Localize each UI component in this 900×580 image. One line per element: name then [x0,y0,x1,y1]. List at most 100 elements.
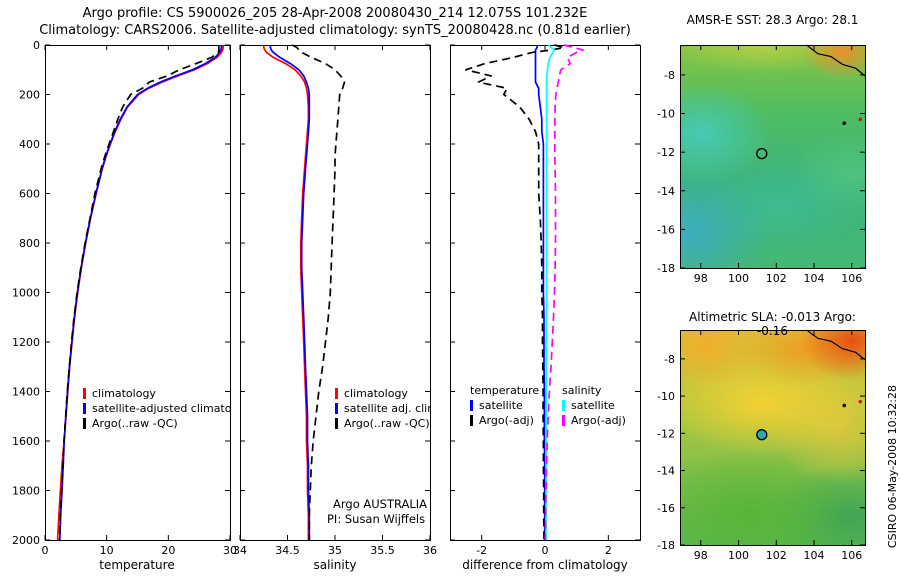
legend-line-marker [470,400,473,411]
sla-map-title: Altimetric SLA: -0.013 Argo: -0.16 [689,310,856,338]
salinity-axis-label: salinity [313,558,357,572]
legend-line-marker [335,388,338,399]
sla_map-ytick-label: -18 [657,539,675,552]
difference_profile-xtick-label: 0 [542,544,549,557]
salinity_profile-line-satellite-adj-clim- [269,45,311,540]
temperature_profile-ytick-label: 1600 [12,435,40,448]
sla_map-xtick-label: 98 [694,549,708,562]
sst_map-ytick-label: -12 [657,146,675,159]
difference_profile-line-salinity-satellite [545,44,556,540]
legend-difference-temperature: temperature satellite Argo(-adj) [470,383,539,428]
difference_profile-line-salinity-argo-adj- [544,44,584,541]
difference_profile-line-temperature-argo-adj- [464,44,565,541]
legend-difference-salinity: salinity satellite Argo(-adj) [562,383,626,428]
legend-item: Argo(-adj) [562,413,626,428]
difference_profile-xtick-label: 2 [605,544,612,557]
temperature_profile-box [45,45,231,541]
legend-label: satellite adj. clim. [344,402,430,415]
legend-item: satellite adj. clim. [335,401,430,416]
sst_map-ytick-label: -16 [657,223,675,236]
temperature_profile-ytick-label: 400 [19,138,40,151]
sla_map-ytick-label: -12 [657,427,675,440]
sst_map-xtick-label: 98 [694,272,708,285]
difference-axis-label: difference from climatology [462,558,628,572]
legend-label: climatology [344,387,408,400]
temperature_profile-ytick-label: 0 [33,39,40,52]
temperature_profile-xtick-label: 10 [100,544,114,557]
difference_profile-box [450,45,641,541]
figure-title-line2: Climatology: CARS2006. Satellite-adjuste… [39,23,631,38]
salinity_profile-xtick-label: 34 [233,544,247,557]
sst_map-xtick-label: 102 [766,272,787,285]
sla_map-xtick-label: 104 [804,549,825,562]
temperature_profile-line-climatology [56,45,225,541]
legend-line-marker [562,415,565,426]
sst-map-title: AMSR-E SST: 28.3 Argo: 28.1 [686,13,859,27]
legend-line-marker [335,403,338,414]
legend-label: satellite-adjusted climatology [92,402,230,415]
legend-item: climatology [83,386,230,401]
temperature_profile-ytick-label: 1400 [12,386,40,399]
sst_map-ytick-label: -8 [664,69,675,82]
salinity_profile-box [240,45,431,541]
legend-label: satellite [479,399,523,412]
temperature-axis-label: temperature [99,558,175,572]
legend-label: Argo(-adj) [571,414,626,427]
legend-salinity: climatology satellite adj. clim. Argo(..ra… [335,386,430,431]
temperature_profile-ytick-label: 600 [19,188,40,201]
legend-line-marker [83,388,86,399]
temperature_profile-ytick-label: 1200 [12,336,40,349]
legend-line-marker [83,403,86,414]
sla-map-field [680,330,865,545]
sla_map-xtick-label: 102 [766,549,787,562]
sla_map-xtick-label: 100 [728,549,749,562]
sst_map-ytick-label: -10 [657,108,675,121]
sst-map-field [680,45,865,268]
legend-header: salinity [562,384,602,397]
salinity_profile-xtick-label: 35 [328,544,342,557]
temperature_profile-xtick-label: 0 [42,544,49,557]
figure-title: Argo profile: CS 5900026_205 28-Apr-2008… [0,5,670,39]
legend-label: Argo(..raw -QC) [92,417,178,430]
salinity_profile-xtick-label: 35.5 [370,544,395,557]
sla_map-ytick-label: -8 [664,353,675,366]
legend-label: Argo(-adj) [479,414,534,427]
legend-label: climatology [92,387,156,400]
legend-label: Argo(..raw -QC) [344,417,430,430]
salinity_profile-xtick-label: 34.5 [275,544,300,557]
legend-item: satellite [470,398,539,413]
sst_map-ytick-label: -18 [657,262,675,275]
salinity_profile-line-climatology [262,45,310,540]
legend-label: satellite [571,399,615,412]
legend-line-marker [470,415,473,426]
sst_map-xtick-label: 106 [841,272,862,285]
difference_profile-line-temperature-satellite [534,45,546,540]
temperature_profile-ytick-label: 2000 [12,534,40,547]
difference_profile-xtick-label: -2 [476,544,487,557]
legend-item: Argo(..raw -QC) [335,416,430,431]
legend-item: Argo(..raw -QC) [83,416,230,431]
sst_map-ytick-label: -14 [657,185,675,198]
legend-line-marker [335,418,338,429]
legend-item: climatology [335,386,430,401]
temperature_profile-ytick-label: 200 [19,89,40,102]
salinity_profile-line-argo-raw-qc- [291,44,346,540]
figure-title-line1: Argo profile: CS 5900026_205 28-Apr-2008… [82,6,588,21]
sla_map-xtick-label: 106 [841,549,862,562]
legend-item: Argo(-adj) [470,413,539,428]
temperature_profile-line-argo-raw-qc- [58,44,220,541]
sst_map-xtick-label: 104 [804,272,825,285]
sla_map-ytick-label: -10 [657,390,675,403]
legend-line-marker [562,400,565,411]
sst_map-xtick-label: 100 [728,272,749,285]
legend-item: satellite-adjusted climatology [83,401,230,416]
annotation-pi: PI: Susan Wijffels [327,512,426,526]
legend-header: temperature [470,384,540,397]
temperature_profile-ytick-label: 800 [19,237,40,250]
legend-temperature: climatology satellite-adjusted climatolog… [83,386,230,431]
sla_map-ytick-label: -16 [657,502,675,515]
temperature_profile-line-satellite-adjusted-climatology [58,45,223,541]
sla_map-ytick-label: -14 [657,465,675,478]
legend-item: satellite [562,398,626,413]
